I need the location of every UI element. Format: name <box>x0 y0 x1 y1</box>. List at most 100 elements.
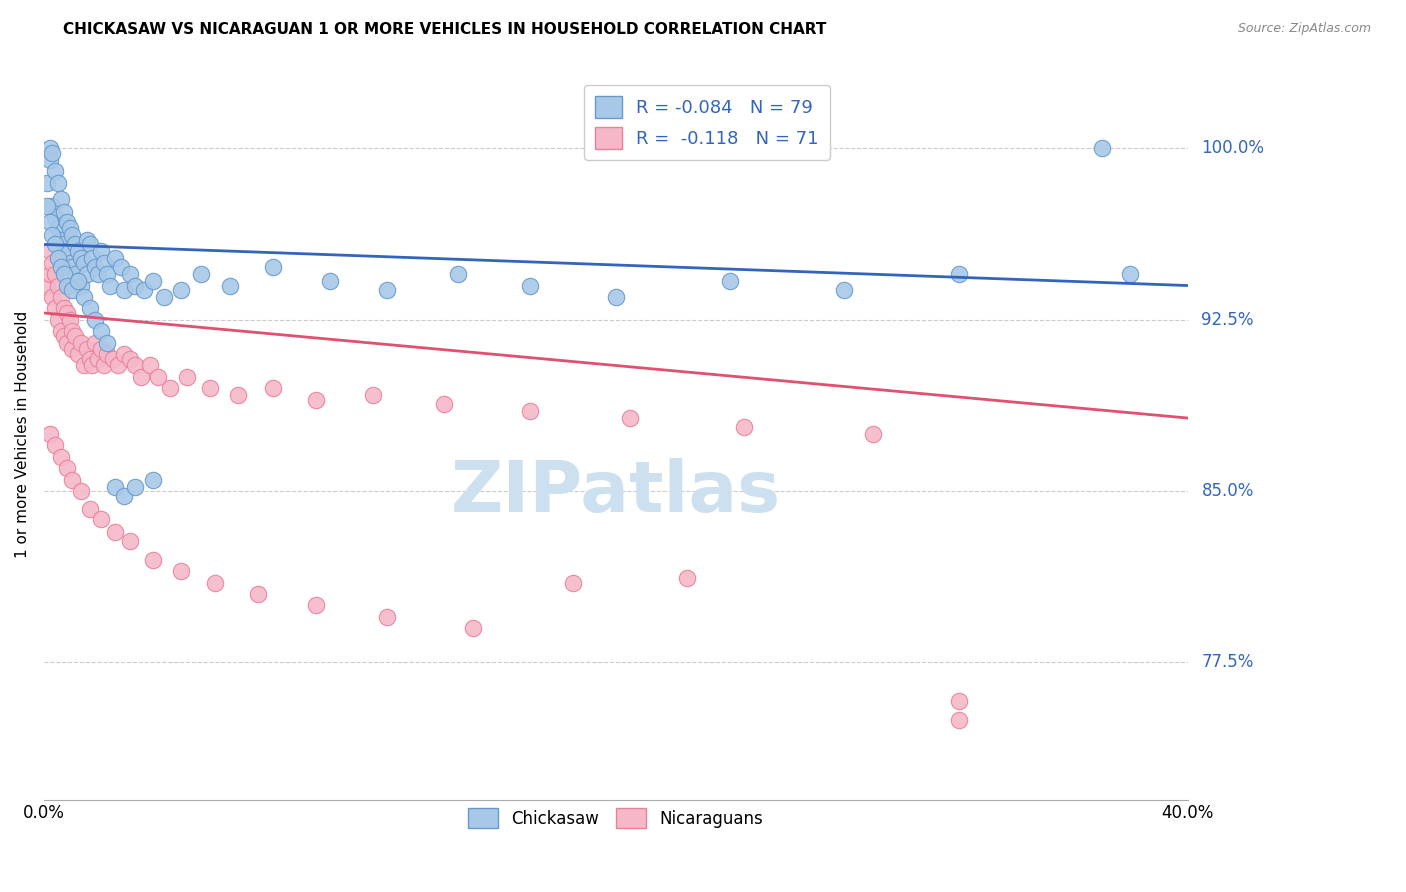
Point <box>96 267 118 281</box>
Point <box>70 335 93 350</box>
Point <box>84 313 107 327</box>
Point <box>70 484 93 499</box>
Point <box>90 244 112 259</box>
Point <box>52 237 75 252</box>
Point <box>59 255 82 269</box>
Point <box>62 473 84 487</box>
Point <box>44 237 66 252</box>
Point <box>52 267 75 281</box>
Point <box>73 255 96 269</box>
Text: 92.5%: 92.5% <box>1202 310 1254 329</box>
Point <box>96 347 118 361</box>
Point <box>79 502 101 516</box>
Text: 85.0%: 85.0% <box>1202 483 1254 500</box>
Point <box>49 233 72 247</box>
Point <box>52 301 75 316</box>
Point <box>129 370 152 384</box>
Point <box>1119 267 1142 281</box>
Point <box>55 335 77 350</box>
Text: ZIPatlas: ZIPatlas <box>451 458 780 527</box>
Point <box>304 599 326 613</box>
Point <box>862 427 884 442</box>
Point <box>141 274 163 288</box>
Point <box>93 255 115 269</box>
Point <box>70 278 93 293</box>
Point <box>55 461 77 475</box>
Point <box>65 328 87 343</box>
Point <box>55 244 77 259</box>
Point <box>62 283 84 297</box>
Point <box>82 251 104 265</box>
Point <box>46 313 69 327</box>
Text: 77.5%: 77.5% <box>1202 654 1254 672</box>
Point <box>141 552 163 566</box>
Point <box>49 450 72 464</box>
Point <box>76 267 98 281</box>
Point <box>93 359 115 373</box>
Point <box>124 278 146 293</box>
Point <box>375 609 398 624</box>
Point <box>104 525 127 540</box>
Point <box>96 335 118 350</box>
Point <box>107 359 129 373</box>
Point <box>948 267 970 281</box>
Point <box>90 324 112 338</box>
Point <box>247 587 270 601</box>
Point <box>84 335 107 350</box>
Point <box>461 621 484 635</box>
Point <box>46 221 69 235</box>
Point <box>65 267 87 281</box>
Text: 100.0%: 100.0% <box>1202 139 1264 158</box>
Point <box>41 290 63 304</box>
Point <box>561 575 583 590</box>
Point <box>73 359 96 373</box>
Point <box>55 306 77 320</box>
Point <box>170 564 193 578</box>
Text: Source: ZipAtlas.com: Source: ZipAtlas.com <box>1237 22 1371 36</box>
Point <box>190 267 212 281</box>
Point <box>718 274 741 288</box>
Point <box>38 214 60 228</box>
Point <box>59 221 82 235</box>
Point <box>218 278 240 293</box>
Point <box>198 381 221 395</box>
Point <box>67 244 90 259</box>
Y-axis label: 1 or more Vehicles in Household: 1 or more Vehicles in Household <box>15 310 30 558</box>
Point <box>110 260 132 275</box>
Point <box>52 205 75 219</box>
Point <box>262 260 284 275</box>
Point <box>132 283 155 297</box>
Point <box>112 347 135 361</box>
Point <box>79 301 101 316</box>
Point <box>35 176 58 190</box>
Point <box>76 343 98 357</box>
Point <box>46 176 69 190</box>
Point <box>148 370 170 384</box>
Point <box>44 301 66 316</box>
Point <box>262 381 284 395</box>
Point <box>55 214 77 228</box>
Legend: Chickasaw, Nicaraguans: Chickasaw, Nicaraguans <box>461 801 770 835</box>
Point <box>90 343 112 357</box>
Point <box>948 694 970 708</box>
Point <box>204 575 226 590</box>
Point <box>153 290 176 304</box>
Point <box>41 146 63 161</box>
Point <box>948 713 970 727</box>
Point <box>44 267 66 281</box>
Point <box>67 274 90 288</box>
Point <box>65 237 87 252</box>
Point <box>82 359 104 373</box>
Point <box>605 290 627 304</box>
Point <box>52 328 75 343</box>
Point <box>70 251 93 265</box>
Point <box>73 290 96 304</box>
Point <box>834 283 856 297</box>
Point <box>46 278 69 293</box>
Point <box>44 438 66 452</box>
Point <box>62 343 84 357</box>
Point <box>49 260 72 275</box>
Point <box>124 479 146 493</box>
Point <box>62 324 84 338</box>
Point <box>49 290 72 304</box>
